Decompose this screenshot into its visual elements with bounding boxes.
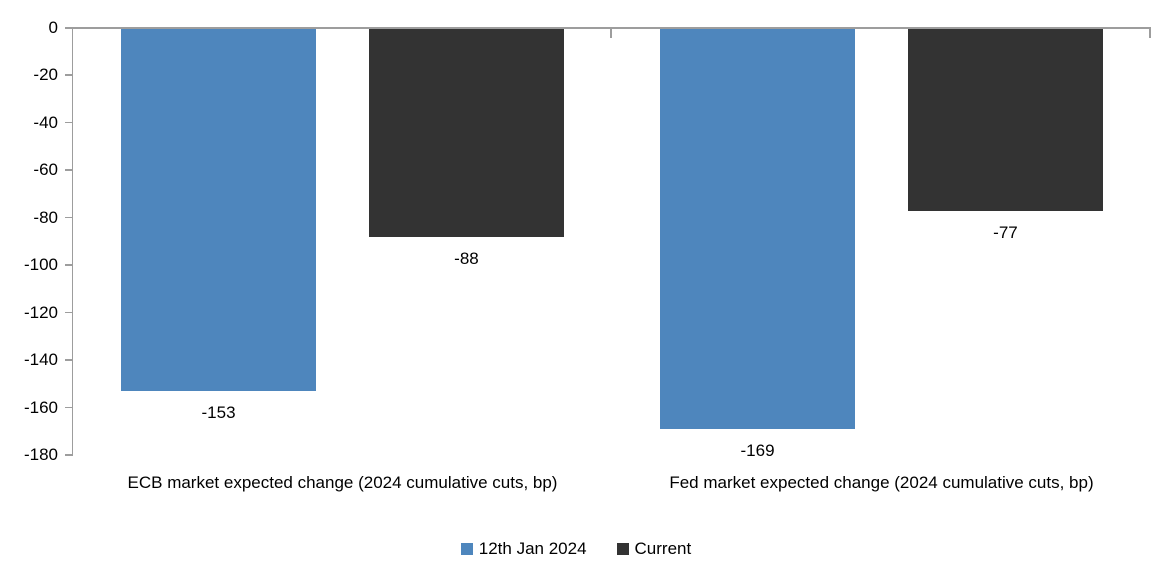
legend-swatch-icon bbox=[616, 543, 629, 555]
bar-jan-fed bbox=[659, 29, 856, 429]
bar-current-fed bbox=[907, 29, 1104, 211]
legend-swatch-icon bbox=[460, 543, 473, 555]
category-label-fed: Fed market expected change (2024 cumulat… bbox=[669, 473, 1094, 492]
y-axis-tick-label: -160 bbox=[23, 397, 58, 417]
y-axis-tick-label: -40 bbox=[33, 112, 58, 132]
y-axis-tick bbox=[65, 359, 73, 361]
bar-jan-ecb bbox=[120, 29, 317, 391]
y-axis-tick bbox=[65, 27, 73, 29]
y-axis-tick-label: -140 bbox=[23, 350, 58, 370]
y-axis-tick bbox=[65, 121, 73, 124]
y-axis-tick-label: -120 bbox=[23, 302, 58, 322]
y-axis-tick bbox=[65, 311, 73, 314]
legend: 12th Jan 2024 Current bbox=[0, 539, 1152, 559]
y-axis-line bbox=[71, 27, 73, 455]
legend-item-jan: 12th Jan 2024 bbox=[460, 539, 587, 559]
data-label: -169 bbox=[740, 440, 775, 460]
y-axis-tick-label: -100 bbox=[23, 255, 58, 275]
y-axis-tick-label: -80 bbox=[33, 207, 58, 227]
legend-label: 12th Jan 2024 bbox=[478, 539, 587, 558]
y-axis-tick bbox=[65, 74, 73, 76]
y-axis-tick bbox=[65, 264, 73, 266]
x-axis-tick bbox=[610, 29, 612, 38]
y-axis-tick bbox=[65, 216, 73, 219]
data-label: -77 bbox=[993, 222, 1018, 242]
y-axis-tick-label: -180 bbox=[23, 445, 58, 464]
data-label: -153 bbox=[201, 402, 236, 422]
legend-item-current: Current bbox=[616, 539, 692, 559]
y-axis-tick bbox=[65, 406, 73, 409]
category-label-ecb: ECB market expected change (2024 cumulat… bbox=[127, 473, 558, 492]
y-axis-tick-label: -60 bbox=[33, 160, 58, 180]
y-axis-tick bbox=[65, 454, 73, 456]
y-axis-tick-label: -20 bbox=[33, 65, 58, 85]
legend-label: Current bbox=[634, 539, 692, 558]
x-axis-tick bbox=[1149, 29, 1151, 38]
data-label: -88 bbox=[454, 248, 479, 268]
bar-current-ecb bbox=[368, 29, 565, 237]
y-axis-tick bbox=[65, 169, 73, 171]
y-axis-tick-label: 0 bbox=[48, 18, 58, 37]
x-axis-line bbox=[73, 27, 1151, 29]
